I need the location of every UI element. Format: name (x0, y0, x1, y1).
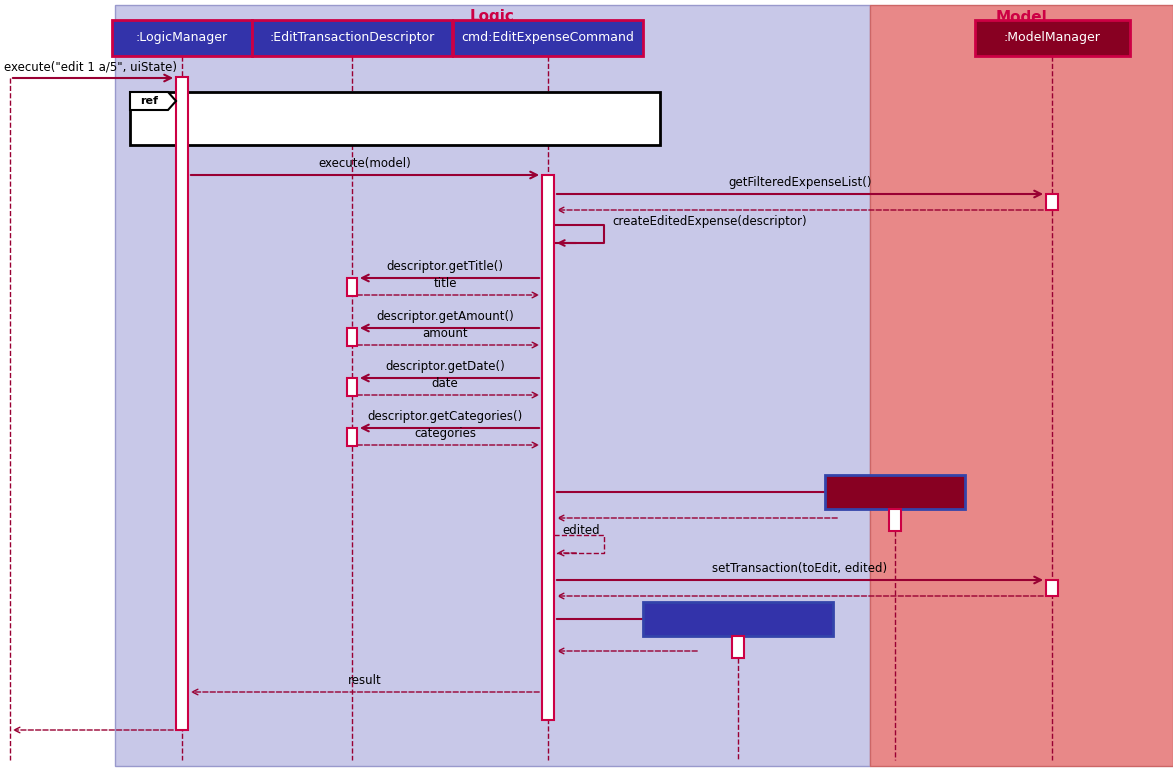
Text: categories: categories (414, 427, 476, 440)
Text: :LogicManager: :LogicManager (136, 32, 228, 45)
Text: result:CommandResult: result:CommandResult (666, 612, 809, 625)
Text: :ModelManager: :ModelManager (1004, 32, 1100, 45)
Text: amount: amount (422, 327, 468, 340)
Text: ref: ref (140, 96, 158, 106)
Text: edited: edited (562, 524, 599, 537)
Text: getFilteredExpenseList(): getFilteredExpenseList() (728, 176, 872, 189)
Text: Logic: Logic (470, 9, 515, 25)
Text: edited:Expense: edited:Expense (847, 486, 943, 499)
Polygon shape (130, 92, 176, 110)
FancyBboxPatch shape (347, 328, 357, 346)
Text: descriptor.getCategories(): descriptor.getCategories() (367, 410, 523, 423)
Text: Parse command: Parse command (339, 112, 450, 126)
Polygon shape (115, 5, 870, 766)
Text: title: title (433, 277, 456, 290)
FancyBboxPatch shape (111, 20, 252, 56)
FancyBboxPatch shape (347, 278, 357, 296)
FancyBboxPatch shape (130, 92, 660, 145)
FancyBboxPatch shape (1046, 580, 1058, 596)
FancyBboxPatch shape (347, 428, 357, 446)
FancyBboxPatch shape (542, 175, 554, 720)
FancyBboxPatch shape (732, 636, 744, 658)
FancyBboxPatch shape (252, 20, 452, 56)
Text: descriptor.getAmount(): descriptor.getAmount() (377, 310, 514, 323)
FancyBboxPatch shape (975, 20, 1130, 56)
Text: cmd:EditExpenseCommand: cmd:EditExpenseCommand (461, 32, 635, 45)
Polygon shape (870, 5, 1173, 766)
Text: setTransaction(toEdit, edited): setTransaction(toEdit, edited) (712, 562, 888, 575)
FancyBboxPatch shape (889, 509, 901, 531)
Text: descriptor.getTitle(): descriptor.getTitle() (386, 260, 503, 273)
Text: date: date (432, 377, 459, 390)
FancyBboxPatch shape (825, 475, 965, 509)
Text: execute(model): execute(model) (319, 157, 412, 170)
Text: descriptor.getDate(): descriptor.getDate() (385, 360, 504, 373)
FancyBboxPatch shape (347, 378, 357, 396)
FancyBboxPatch shape (643, 602, 833, 636)
Text: :EditTransactionDescriptor: :EditTransactionDescriptor (270, 32, 435, 45)
FancyBboxPatch shape (453, 20, 643, 56)
Text: execute("edit 1 a/5", uiState): execute("edit 1 a/5", uiState) (4, 60, 176, 73)
Text: createEditedExpense(descriptor): createEditedExpense(descriptor) (612, 215, 807, 228)
FancyBboxPatch shape (176, 77, 188, 730)
Text: Model: Model (996, 9, 1047, 25)
Text: result: result (348, 674, 382, 687)
FancyBboxPatch shape (1046, 194, 1058, 210)
